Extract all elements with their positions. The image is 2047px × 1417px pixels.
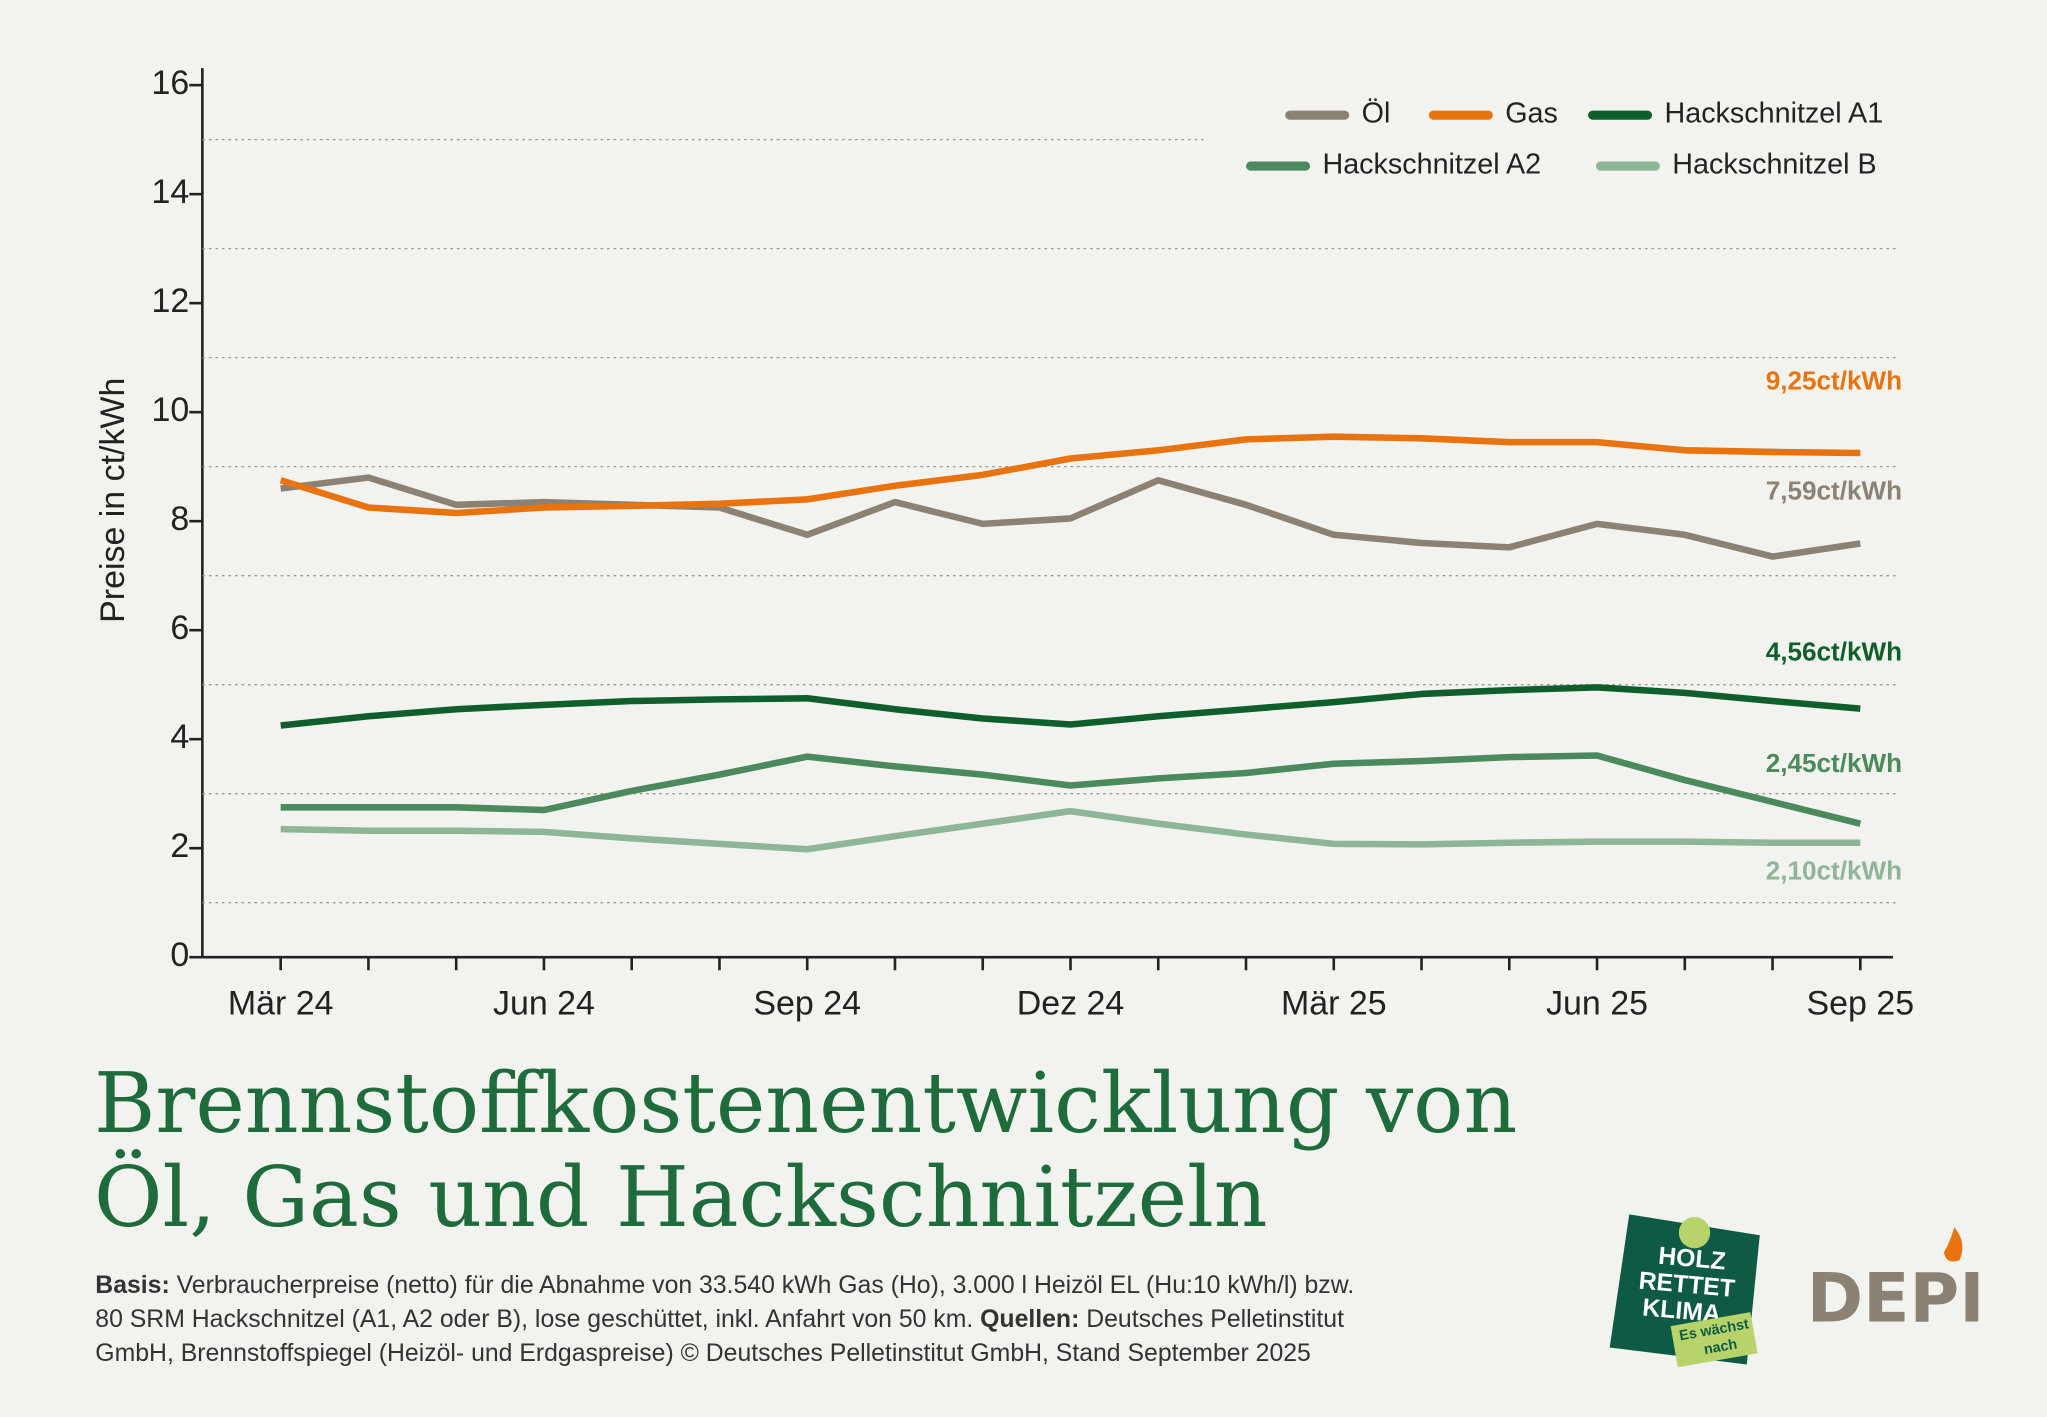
logo-icon: [1678, 1216, 1711, 1249]
x-tick-label: Dez 24: [1017, 984, 1125, 1022]
x-tick-label: Jun 24: [493, 984, 595, 1022]
data-label: 2,10ct/kWh: [1766, 856, 1902, 886]
y-tick-label: 16: [152, 64, 190, 102]
data-label: 7,59ct/kWh: [1766, 475, 1902, 505]
logo-tag: [1670, 1312, 1758, 1368]
series-line: [280, 684, 1861, 729]
legend-background: [1207, 91, 1907, 191]
series-line: [279, 433, 1861, 517]
data-label: 4,56ct/kWh: [1766, 637, 1902, 667]
footnote-part: GmbH, Brennstoffspiegel (Heizöl- und Erd…: [95, 1340, 1311, 1367]
chart-title: Brennstoffkostenentwicklung von: [94, 1054, 1517, 1152]
series-line: [280, 807, 1861, 853]
y-axis-label: Preise in ct/kWh: [94, 378, 132, 623]
x-tick-label: Mär 24: [228, 984, 334, 1022]
footnote-part: 80 SRM Hackschnitzel (A1, A2 oder B), lo…: [95, 1306, 980, 1333]
logo-flame: [1943, 1227, 1963, 1262]
logo-text: HOLZ: [1657, 1243, 1727, 1276]
y-tick-label: 14: [152, 173, 190, 211]
logo-holz: HOLZ RETTET KLIMA Es wächst nach: [1609, 1214, 1760, 1368]
x-tick-label: Sep 24: [753, 984, 861, 1022]
y-tick-label: 8: [170, 500, 189, 538]
y-tick-label: 0: [170, 936, 189, 974]
legend-label: Hackschnitzel A1: [1664, 98, 1883, 130]
logo-tag-text: nach: [1703, 1337, 1739, 1359]
footnote: GmbH, Brennstoffspiegel (Heizöl- und Erd…: [95, 1340, 1311, 1367]
footnote: Basis: Verbraucherpreise (netto) für die…: [95, 1272, 1354, 1299]
x-tick-label: Jun 25: [1546, 984, 1648, 1022]
legend-label: Öl: [1362, 98, 1391, 130]
data-label: 9,25ct/kWh: [1766, 365, 1902, 395]
y-tick-label: 2: [170, 827, 189, 865]
x-tick-label: Sep 25: [1807, 984, 1915, 1022]
legend-label: Gas: [1505, 98, 1558, 130]
logo-depi: DEPI: [1807, 1260, 1985, 1339]
x-tick-label: Mär 25: [1281, 984, 1387, 1022]
y-tick-label: 12: [152, 282, 190, 320]
footnote-part: Verbraucherpreise (netto) für die Abnahm…: [170, 1272, 1354, 1299]
y-tick-label: 10: [152, 391, 190, 429]
data-label: 2,45ct/kWh: [1766, 748, 1902, 778]
chart-title: Öl, Gas und Hackschnitzeln: [94, 1148, 1268, 1246]
footnote-part: Deutsches Pelletinstitut: [1079, 1306, 1344, 1333]
footnote-part: Basis:: [95, 1272, 169, 1299]
footnote-part: Quellen:: [980, 1306, 1079, 1333]
series-line: [280, 474, 1861, 560]
y-tick-label: 4: [170, 718, 189, 756]
y-tick-label: 6: [170, 609, 189, 647]
legend-label: Hackschnitzel A2: [1322, 149, 1541, 181]
series-line: [280, 752, 1862, 827]
legend-label: Hackschnitzel B: [1672, 149, 1876, 181]
footnote: 80 SRM Hackschnitzel (A1, A2 oder B), lo…: [95, 1306, 1344, 1333]
